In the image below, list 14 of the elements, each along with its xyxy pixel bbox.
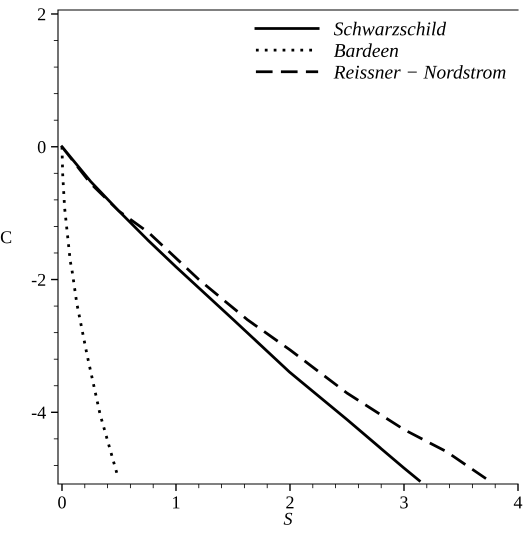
y-tick-label: -4 <box>32 406 46 419</box>
y-tick-label: 0 <box>38 141 46 154</box>
x-tick-label: 1 <box>173 496 180 508</box>
legend-label: Bardeen <box>334 43 398 58</box>
x-axis-title: S <box>284 512 292 525</box>
x-tick-label: 0 <box>58 496 66 509</box>
legend-label: Schwarzschild <box>334 22 446 36</box>
x-tick-label: 2 <box>286 496 294 508</box>
legend-label: Reissner − Nordstrom <box>334 65 506 79</box>
x-tick-label: 3 <box>400 496 408 509</box>
y-tick-label: -2 <box>32 274 46 286</box>
x-tick-label: 4 <box>514 496 522 508</box>
y-tick-label: 2 <box>38 8 46 20</box>
y-axis-title: C <box>0 231 12 244</box>
